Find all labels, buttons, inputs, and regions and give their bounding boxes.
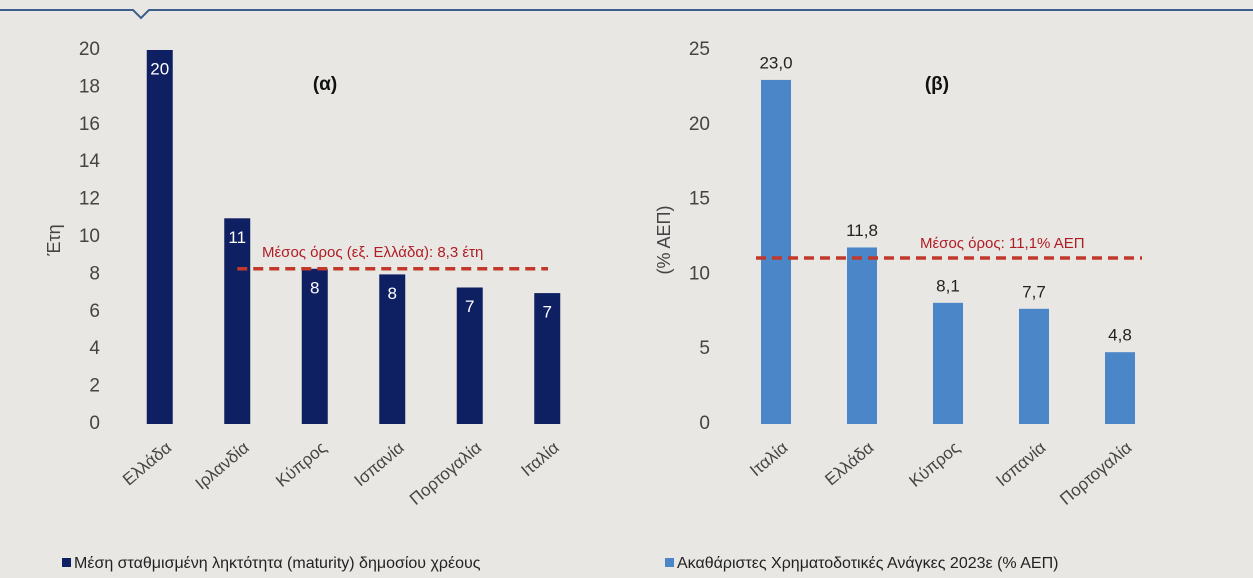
x-tick-label: Κύπρος bbox=[906, 438, 964, 491]
x-tick-label: Ιρλανδία bbox=[192, 438, 253, 494]
data-label: 8 bbox=[310, 278, 319, 297]
y-tick-label: 10 bbox=[689, 263, 710, 284]
bar bbox=[534, 293, 561, 424]
data-label: 7 bbox=[543, 303, 552, 322]
bar bbox=[379, 274, 406, 424]
bar bbox=[761, 79, 791, 425]
y-axis-label: (% ΑΕΠ) bbox=[654, 205, 674, 274]
x-tick-label: Κύπρος bbox=[272, 438, 330, 491]
bar bbox=[224, 218, 251, 424]
data-label: 4,8 bbox=[1108, 326, 1132, 345]
bar bbox=[456, 287, 483, 424]
data-label: 11 bbox=[228, 228, 246, 247]
y-tick-label: 14 bbox=[79, 151, 101, 172]
legend-swatch bbox=[665, 558, 674, 567]
y-tick-label: 8 bbox=[89, 263, 100, 284]
bar bbox=[847, 247, 877, 424]
legend-label: Μέση σταθμισμένη ληκτότητα (maturity) δη… bbox=[74, 555, 481, 572]
legend-label: Ακαθάριστες Χρηματοδοτικές Ανάγκες 2023ε… bbox=[677, 555, 1058, 572]
bar bbox=[1105, 352, 1135, 424]
y-tick-label: 0 bbox=[699, 413, 710, 434]
x-tick-label: Ελλάδα bbox=[119, 438, 175, 489]
data-label: 8,1 bbox=[936, 276, 960, 295]
y-tick-label: 5 bbox=[699, 338, 710, 359]
reference-label: Μέσος όρος (εξ. Ελλάδα): 8,3 έτη bbox=[262, 244, 483, 261]
y-tick-label: 25 bbox=[689, 39, 710, 60]
x-tick-label: Ιταλία bbox=[517, 438, 562, 480]
chart-title: (α) bbox=[313, 74, 337, 95]
reference-label: Μέσος όρος: 11,1% ΑΕΠ bbox=[920, 235, 1085, 252]
x-tick-label: Πορτογαλία bbox=[406, 438, 485, 509]
bar bbox=[1019, 308, 1049, 424]
y-tick-label: 20 bbox=[689, 114, 710, 135]
y-axis-label: Έτη bbox=[44, 224, 64, 256]
bar bbox=[301, 268, 328, 424]
y-tick-label: 16 bbox=[79, 114, 100, 135]
x-tick-label: Ιταλία bbox=[746, 438, 791, 480]
data-label: 8 bbox=[388, 284, 397, 303]
y-tick-label: 18 bbox=[79, 76, 100, 97]
bar bbox=[933, 302, 963, 424]
data-label: 7 bbox=[465, 297, 474, 316]
data-label: 23,0 bbox=[759, 53, 792, 72]
y-tick-label: 15 bbox=[689, 189, 710, 210]
y-tick-label: 0 bbox=[89, 413, 100, 434]
y-tick-label: 6 bbox=[89, 301, 100, 322]
top-rule bbox=[0, 9, 1253, 20]
data-label: 11,8 bbox=[846, 221, 878, 240]
legend-swatch bbox=[62, 558, 71, 567]
x-tick-label: Ισπανία bbox=[351, 438, 408, 490]
data-label: 20 bbox=[150, 59, 169, 78]
chart-title: (β) bbox=[925, 74, 949, 95]
y-tick-label: 20 bbox=[79, 39, 100, 60]
x-tick-label: Ισπανία bbox=[992, 438, 1049, 490]
y-tick-label: 12 bbox=[79, 189, 100, 210]
y-tick-label: 4 bbox=[89, 338, 100, 359]
x-tick-label: Ελλάδα bbox=[821, 438, 877, 489]
y-tick-label: 2 bbox=[89, 376, 100, 397]
data-label: 7,7 bbox=[1022, 282, 1046, 301]
y-tick-label: 10 bbox=[79, 226, 100, 247]
x-tick-label: Πορτογαλία bbox=[1056, 438, 1135, 509]
bar bbox=[146, 50, 173, 424]
